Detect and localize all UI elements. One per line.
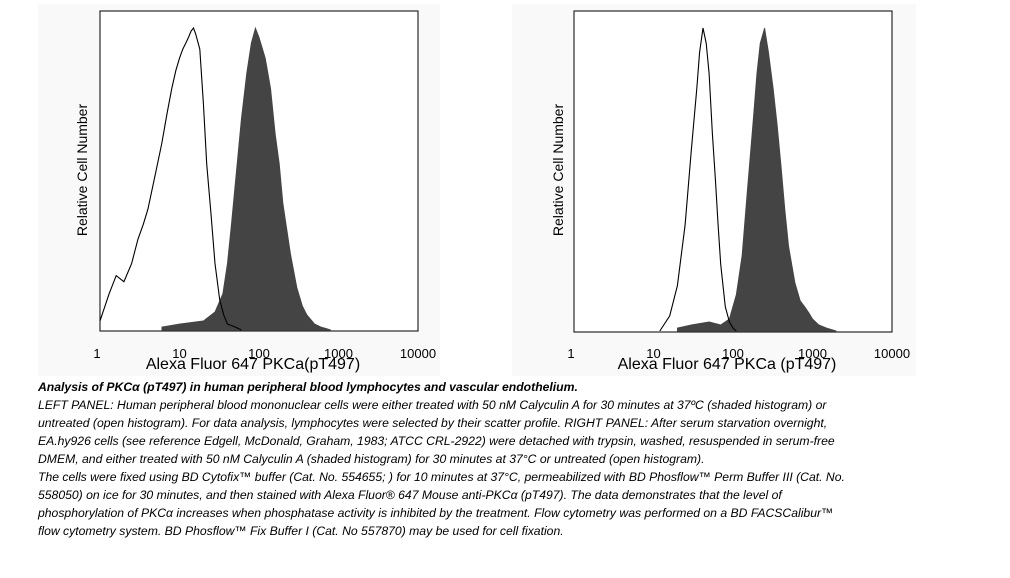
right-treated-histogram (677, 27, 837, 332)
left-x-tick-labels: 1 10 100 1000 10000 (93, 346, 436, 361)
caption-title: Analysis of PKCα (pT497) in human periph… (38, 380, 578, 394)
right-x-tick-label: 10000 (874, 346, 910, 361)
left-x-tick-label: 100 (248, 346, 270, 361)
right-x-axis-label: Alexa Fluor 647 PKCa (pT497) (618, 356, 837, 373)
left-x-tick-label: 10 (172, 346, 186, 361)
left-y-axis-label: Relative Cell Number (74, 104, 90, 237)
left-x-tick-label: 1000 (324, 346, 353, 361)
right-x-tick-labels: 1 10 100 1000 10000 (567, 346, 910, 361)
left-histograms (99, 26, 331, 331)
caption-methods-panels: LEFT PANEL: Human peripheral blood monon… (38, 398, 835, 466)
right-x-tick-label: 1 (567, 346, 574, 361)
right-x-tick-label: 10 (646, 346, 660, 361)
left-x-tick-label: 1 (93, 346, 100, 361)
figure-caption: Analysis of PKCα (pT497) in human periph… (38, 378, 858, 540)
figure: Relative Cell Number 1 10 100 1000 10000 Ale… (38, 4, 916, 376)
right-untreated-histogram (659, 27, 737, 332)
right-histograms (659, 27, 837, 332)
right-x-tick-label: 100 (722, 346, 744, 361)
left-untreated-histogram (99, 26, 242, 331)
right-chart-panel: Relative Cell Number 1 10 100 1000 10000 Ale… (512, 4, 916, 376)
left-chart-panel: Relative Cell Number 1 10 100 1000 10000 Ale… (38, 4, 440, 376)
left-treated-histogram (161, 26, 331, 331)
left-x-tick-label: 10000 (400, 346, 436, 361)
right-plot-area (573, 10, 893, 333)
caption-methods-staining: The cells were fixed using BD Cytofix™ b… (38, 470, 845, 538)
right-y-axis-label: Relative Cell Number (550, 104, 566, 237)
left-x-axis-label: Alexa Fluor 647 PKCa(pT497) (146, 356, 360, 373)
right-x-tick-label: 1000 (798, 346, 827, 361)
